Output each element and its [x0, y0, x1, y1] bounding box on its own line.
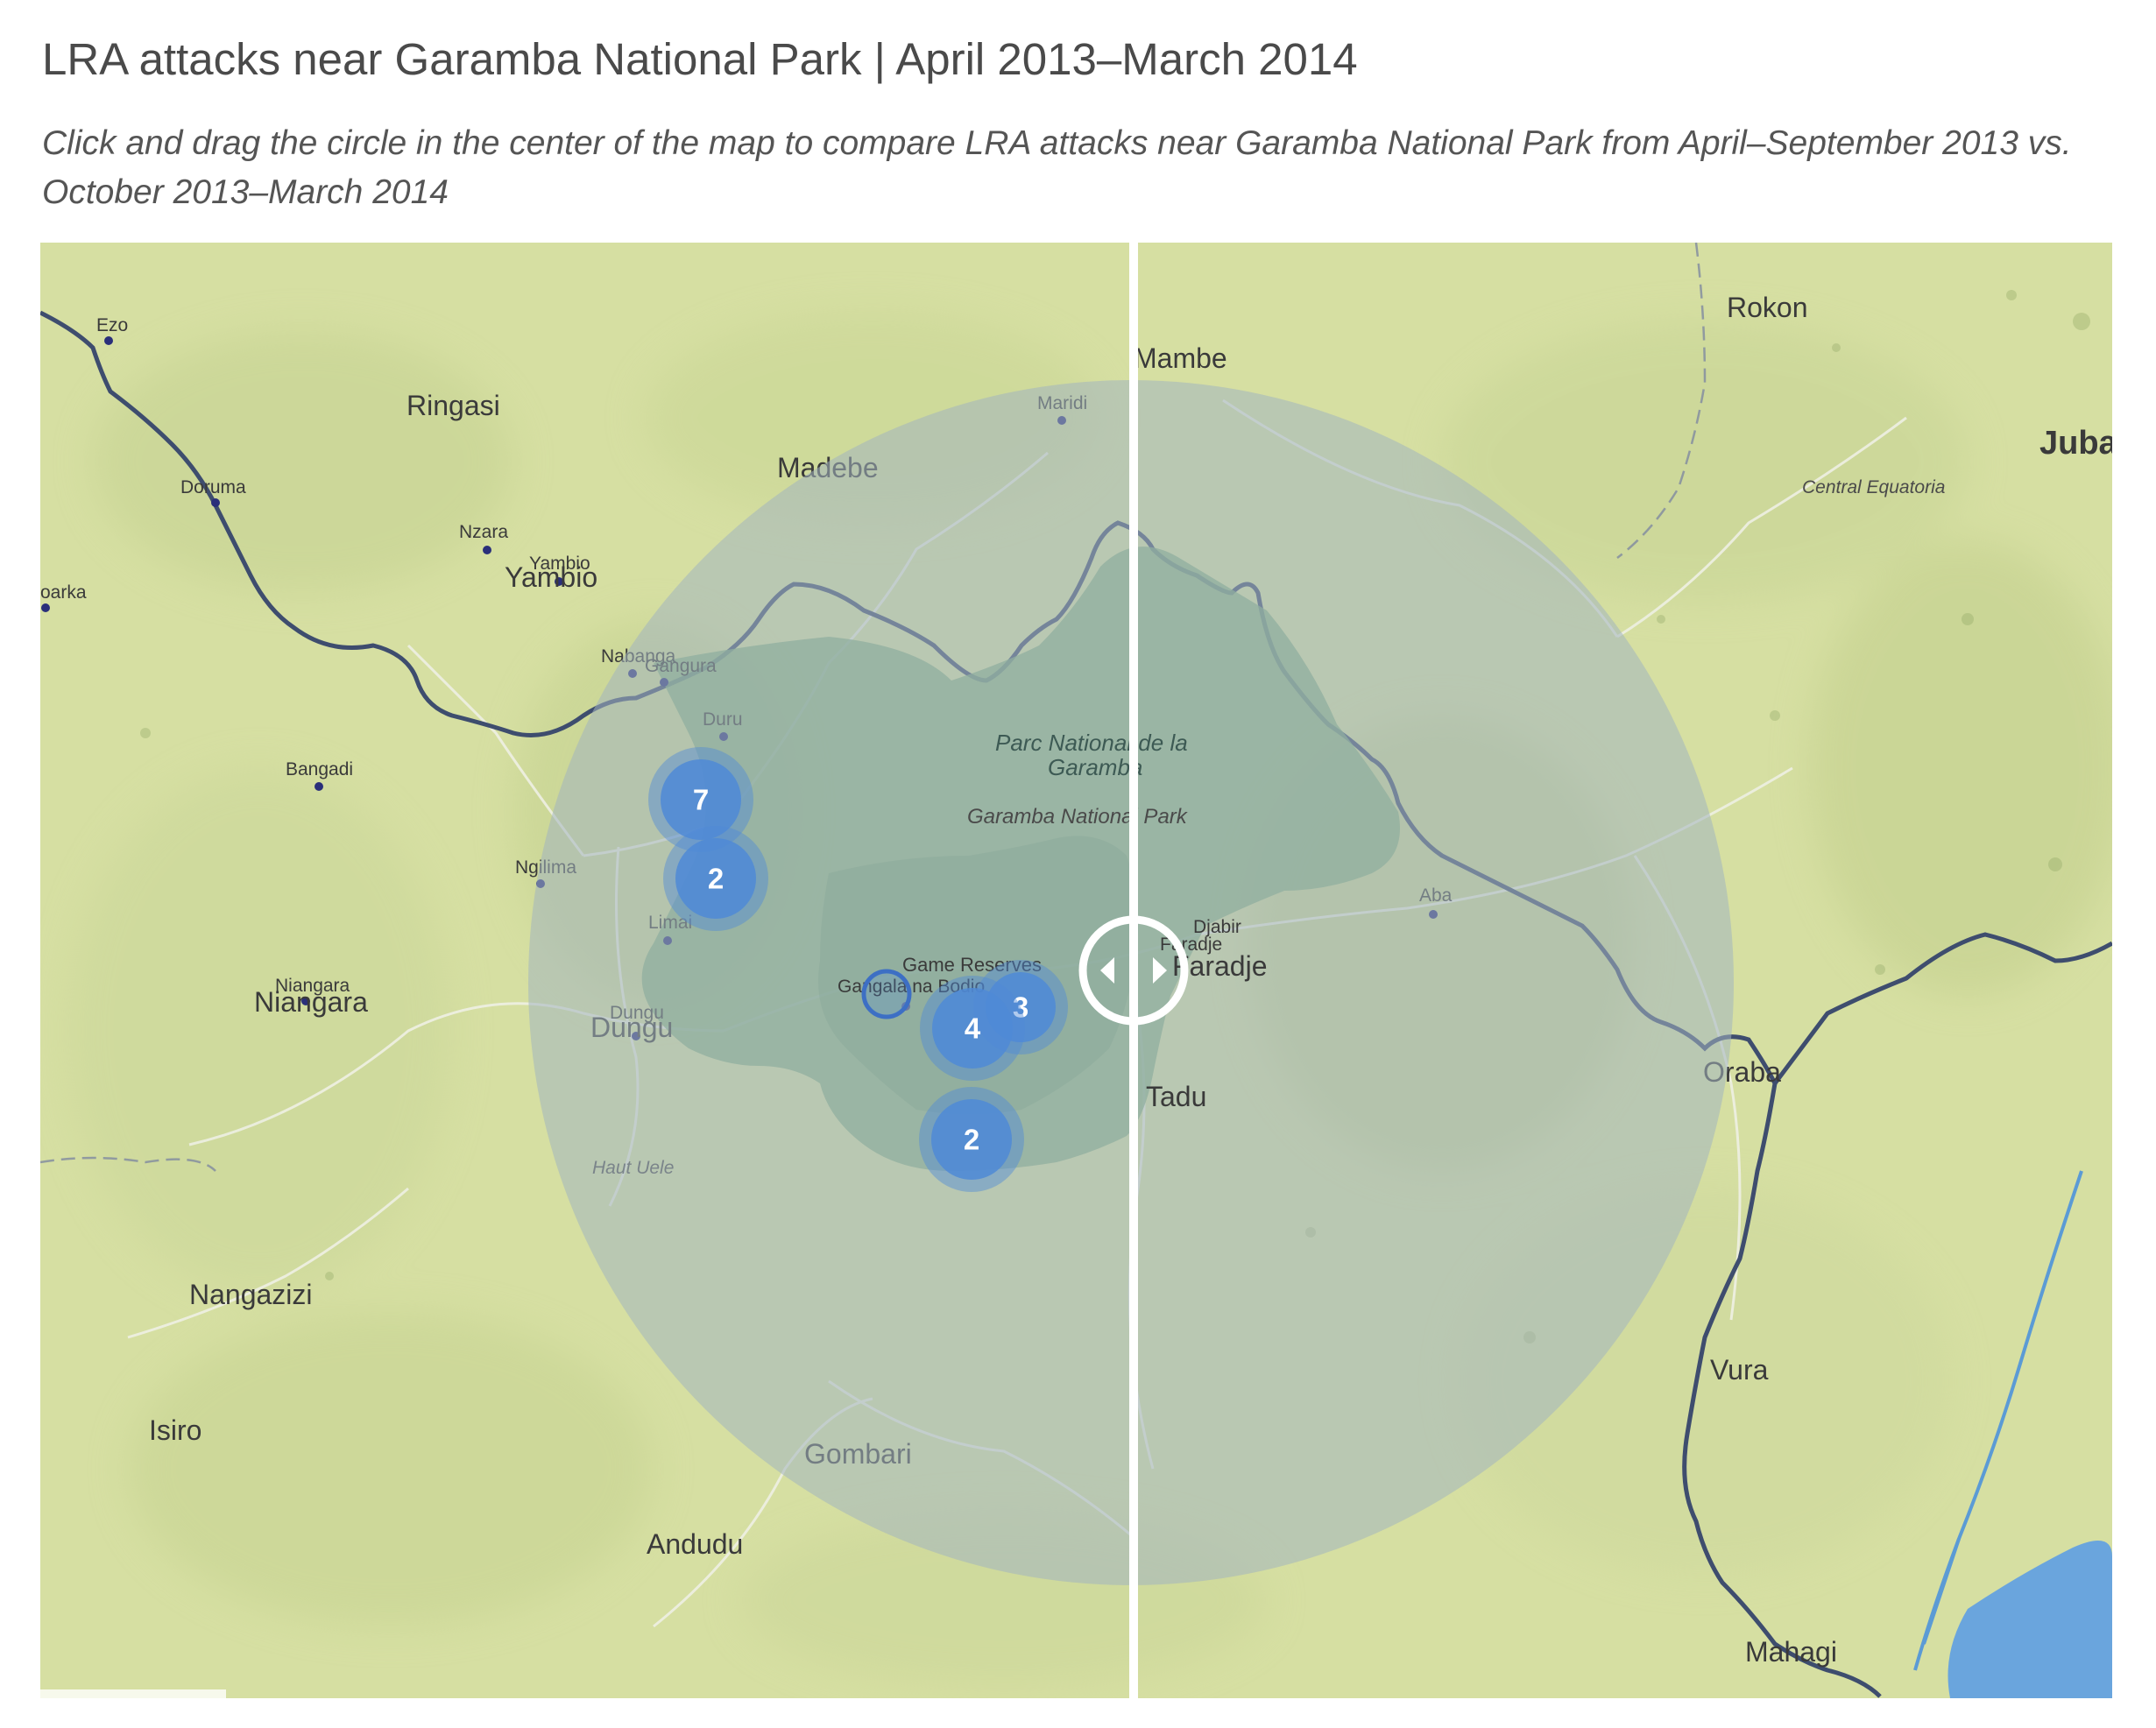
compare-divider[interactable]: [1129, 243, 1138, 1698]
label-doruma: Doruma: [180, 477, 246, 497]
attack-cluster[interactable]: 2: [919, 1087, 1024, 1192]
page-title: LRA attacks near Garamba National Park |…: [42, 34, 1358, 84]
label-game-reserves: Game Reserves: [902, 954, 1042, 976]
attack-cluster[interactable]: 7: [648, 747, 753, 852]
attack-clusters: 7 2 3 4 2: [648, 747, 1068, 1192]
rivers: [1913, 1170, 2083, 1671]
attack-cluster[interactable]: 4: [920, 976, 1025, 1081]
label-nangazizi: Nangazizi: [189, 1279, 313, 1310]
label-andudu: Andudu: [647, 1528, 743, 1560]
label-gangala: Gangala na Bodio: [838, 977, 985, 997]
label-vura: Vura: [1710, 1354, 1769, 1386]
label-bangadi: Bangadi: [286, 759, 353, 779]
label-tadu: Tadu: [1146, 1081, 1206, 1112]
cluster-count: 7: [693, 784, 709, 816]
label-sparka: oarka: [40, 582, 87, 603]
lake-albert: [1947, 1541, 2112, 1698]
label-garamba-np: Garamba National Park: [967, 805, 1189, 829]
label-ezo: Ezo: [96, 315, 128, 335]
label-parc-national-1: Parc National de la: [995, 730, 1188, 756]
label-ringasi: Ringasi: [406, 390, 500, 421]
attack-cluster[interactable]: 2: [663, 826, 768, 931]
label-isiro: Isiro: [149, 1414, 201, 1446]
label-yambio: Yambio: [505, 561, 597, 593]
label-niangara: Niangara: [254, 986, 368, 1018]
map-svg[interactable]: Ezo Ringasi Maridi Mambe Rokon Madebe Do…: [40, 243, 2112, 1698]
label-nzara: Nzara: [459, 522, 508, 542]
label-djabir: Djabir: [1193, 917, 1241, 937]
cluster-count: 2: [708, 863, 724, 895]
province-boundaries: [40, 243, 1707, 1172]
drag-handle[interactable]: [1078, 915, 1189, 1026]
cluster-count: 2: [964, 1124, 979, 1156]
cluster-count: 3: [1013, 991, 1029, 1024]
label-niangara-small: Niangara: [275, 976, 350, 996]
page-subtitle: Click and drag the circle in the center …: [42, 124, 2072, 211]
map-container[interactable]: Ezo Ringasi Maridi Mambe Rokon Madebe Do…: [40, 243, 2112, 1698]
label-juba: Juba: [2039, 425, 2112, 462]
label-rokon: Rokon: [1727, 292, 1808, 323]
label-yambio-small: Yambio: [529, 554, 590, 574]
cluster-count: 4: [965, 1012, 981, 1045]
label-mahagi: Mahagi: [1745, 1636, 1837, 1668]
label-parc-national-2: Garamba: [1048, 754, 1142, 780]
scale-bar: [40, 1689, 226, 1698]
single-attack-marker[interactable]: [861, 969, 912, 1019]
label-central-equatoria: Central Equatoria: [1802, 477, 1945, 497]
label-mambe: Mambe: [1134, 342, 1227, 374]
left-right-arrows-icon: [1100, 957, 1167, 984]
